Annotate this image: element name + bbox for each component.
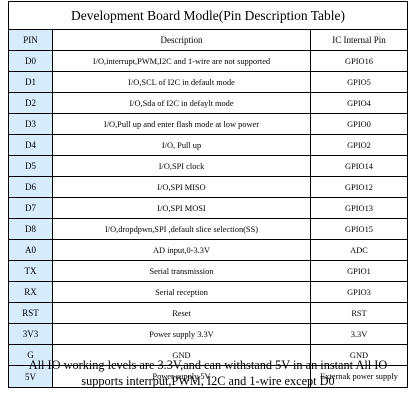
header-ic-internal-pin: IC Internal Pin [311, 30, 407, 50]
header-description: Description [53, 30, 311, 50]
table-row: D7 I/O,SPI MOSI GPIO13 [9, 198, 407, 219]
table-row: G GND GND [9, 345, 407, 366]
description-cell: I/O,SCL of I2C in default mode [53, 72, 311, 92]
table-header-row: PIN Description IC Internal Pin [9, 30, 407, 51]
pin-cell: 5V [9, 366, 53, 387]
ic-pin-cell: GPIO12 [345, 182, 373, 192]
table-title: Development Board Modle(Pin Description … [9, 2, 407, 30]
ic-pin-cell: GPIO1 [347, 266, 371, 276]
ic-pin-cell: Externak power supply [320, 372, 398, 381]
table-row: D8 I/O,dropdpwn,SPI ,default slice select… [9, 219, 407, 240]
pin-cell: D3 [9, 114, 53, 134]
table-row: RX Serial reception GPIO3 [9, 282, 407, 303]
ic-pin-cell: 3.3V [350, 329, 368, 339]
description-cell: I/O,interrupt,PWM,I2C and 1-wire are not… [53, 51, 311, 71]
pin-description-table: Development Board Modle(Pin Description … [8, 1, 408, 388]
description-cell: I/O,SPI MOSI [53, 198, 311, 218]
pin-cell: D5 [9, 156, 53, 176]
ic-pin-cell: GPIO16 [345, 56, 373, 66]
ic-pin-cell: GPIO4 [347, 98, 371, 108]
footer-line-2: supports interrput,PWM, I2C and 1-wire e… [81, 374, 335, 388]
pin-cell: 3V3 [9, 324, 53, 344]
pin-cell: A0 [9, 240, 53, 260]
description-cell: Serial reception [53, 282, 311, 302]
pin-cell: D1 [9, 72, 53, 92]
table-body: D0 I/O,interrupt,PWM,I2C and 1-wire are n… [9, 51, 407, 387]
pin-cell: G [9, 345, 53, 365]
ic-pin-cell: ADC [350, 245, 368, 255]
pin-cell: D4 [9, 135, 53, 155]
pin-cell: D0 [9, 51, 53, 71]
description-cell: AD input,0-3.3V [53, 240, 311, 260]
footer-note: All IO working levels are 3.3V,and can w… [0, 357, 416, 389]
table-row: 3V3 Power supply 3.3V 3.3V [9, 324, 407, 345]
description-cell: Serial transmission [53, 261, 311, 281]
pin-cell: RX [9, 282, 53, 302]
pin-cell: D2 [9, 93, 53, 113]
description-cell: Power supply 5V [53, 366, 311, 387]
ic-pin-cell: GPIO15 [345, 224, 373, 234]
table-row: TX Serial transmission GPIO1 [9, 261, 407, 282]
table-row: D6 I/O,SPI MISO GPIO12 [9, 177, 407, 198]
ic-pin-cell: GPIO2 [347, 140, 371, 150]
pin-cell: D6 [9, 177, 53, 197]
ic-pin-cell: GPIO5 [347, 77, 371, 87]
ic-pin-cell: GPIO14 [345, 161, 373, 171]
table-row: A0 AD input,0-3.3V ADC [9, 240, 407, 261]
pin-cell: D7 [9, 198, 53, 218]
ic-pin-cell: RST [351, 308, 367, 318]
table-row: 5V Power supply 5V Externak power supply [9, 366, 407, 387]
description-cell: GND [53, 345, 311, 365]
pin-cell: TX [9, 261, 53, 281]
table-row: D2 I/O,Sda of I2C in defaylt mode GPIO4 [9, 93, 407, 114]
table-row: D4 I/O, Pull up GPIO2 [9, 135, 407, 156]
description-cell: Reset [53, 303, 311, 323]
description-cell: Power supply 3.3V [53, 324, 311, 344]
footer-line-1: All IO working levels are 3.3V,and can w… [28, 358, 388, 372]
description-cell: I/O,Pull up and enter flash mode at low … [53, 114, 311, 134]
pin-cell: D8 [9, 219, 53, 239]
description-cell: I/O, Pull up [53, 135, 311, 155]
description-cell: I/O,SPI clock [53, 156, 311, 176]
ic-pin-cell: GPIO0 [347, 119, 371, 129]
table-row: D3 I/O,Pull up and enter flash mode at lo… [9, 114, 407, 135]
description-cell: I/O,SPI MISO [53, 177, 311, 197]
table-row: D0 I/O,interrupt,PWM,I2C and 1-wire are n… [9, 51, 407, 72]
header-pin: PIN [9, 30, 53, 50]
description-cell: I/O,dropdpwn,SPI ,default slice selectio… [53, 219, 311, 239]
table-row: D5 I/O,SPI clock GPIO14 [9, 156, 407, 177]
table-row: D1 I/O,SCL of I2C in default mode GPIO5 [9, 72, 407, 93]
ic-pin-cell: GND [349, 350, 369, 360]
ic-pin-cell: GPIO13 [345, 203, 373, 213]
description-cell: I/O,Sda of I2C in defaylt mode [53, 93, 311, 113]
pin-cell: RST [9, 303, 53, 323]
ic-pin-cell: GPIO3 [347, 287, 371, 297]
table-row: RST Reset RST [9, 303, 407, 324]
